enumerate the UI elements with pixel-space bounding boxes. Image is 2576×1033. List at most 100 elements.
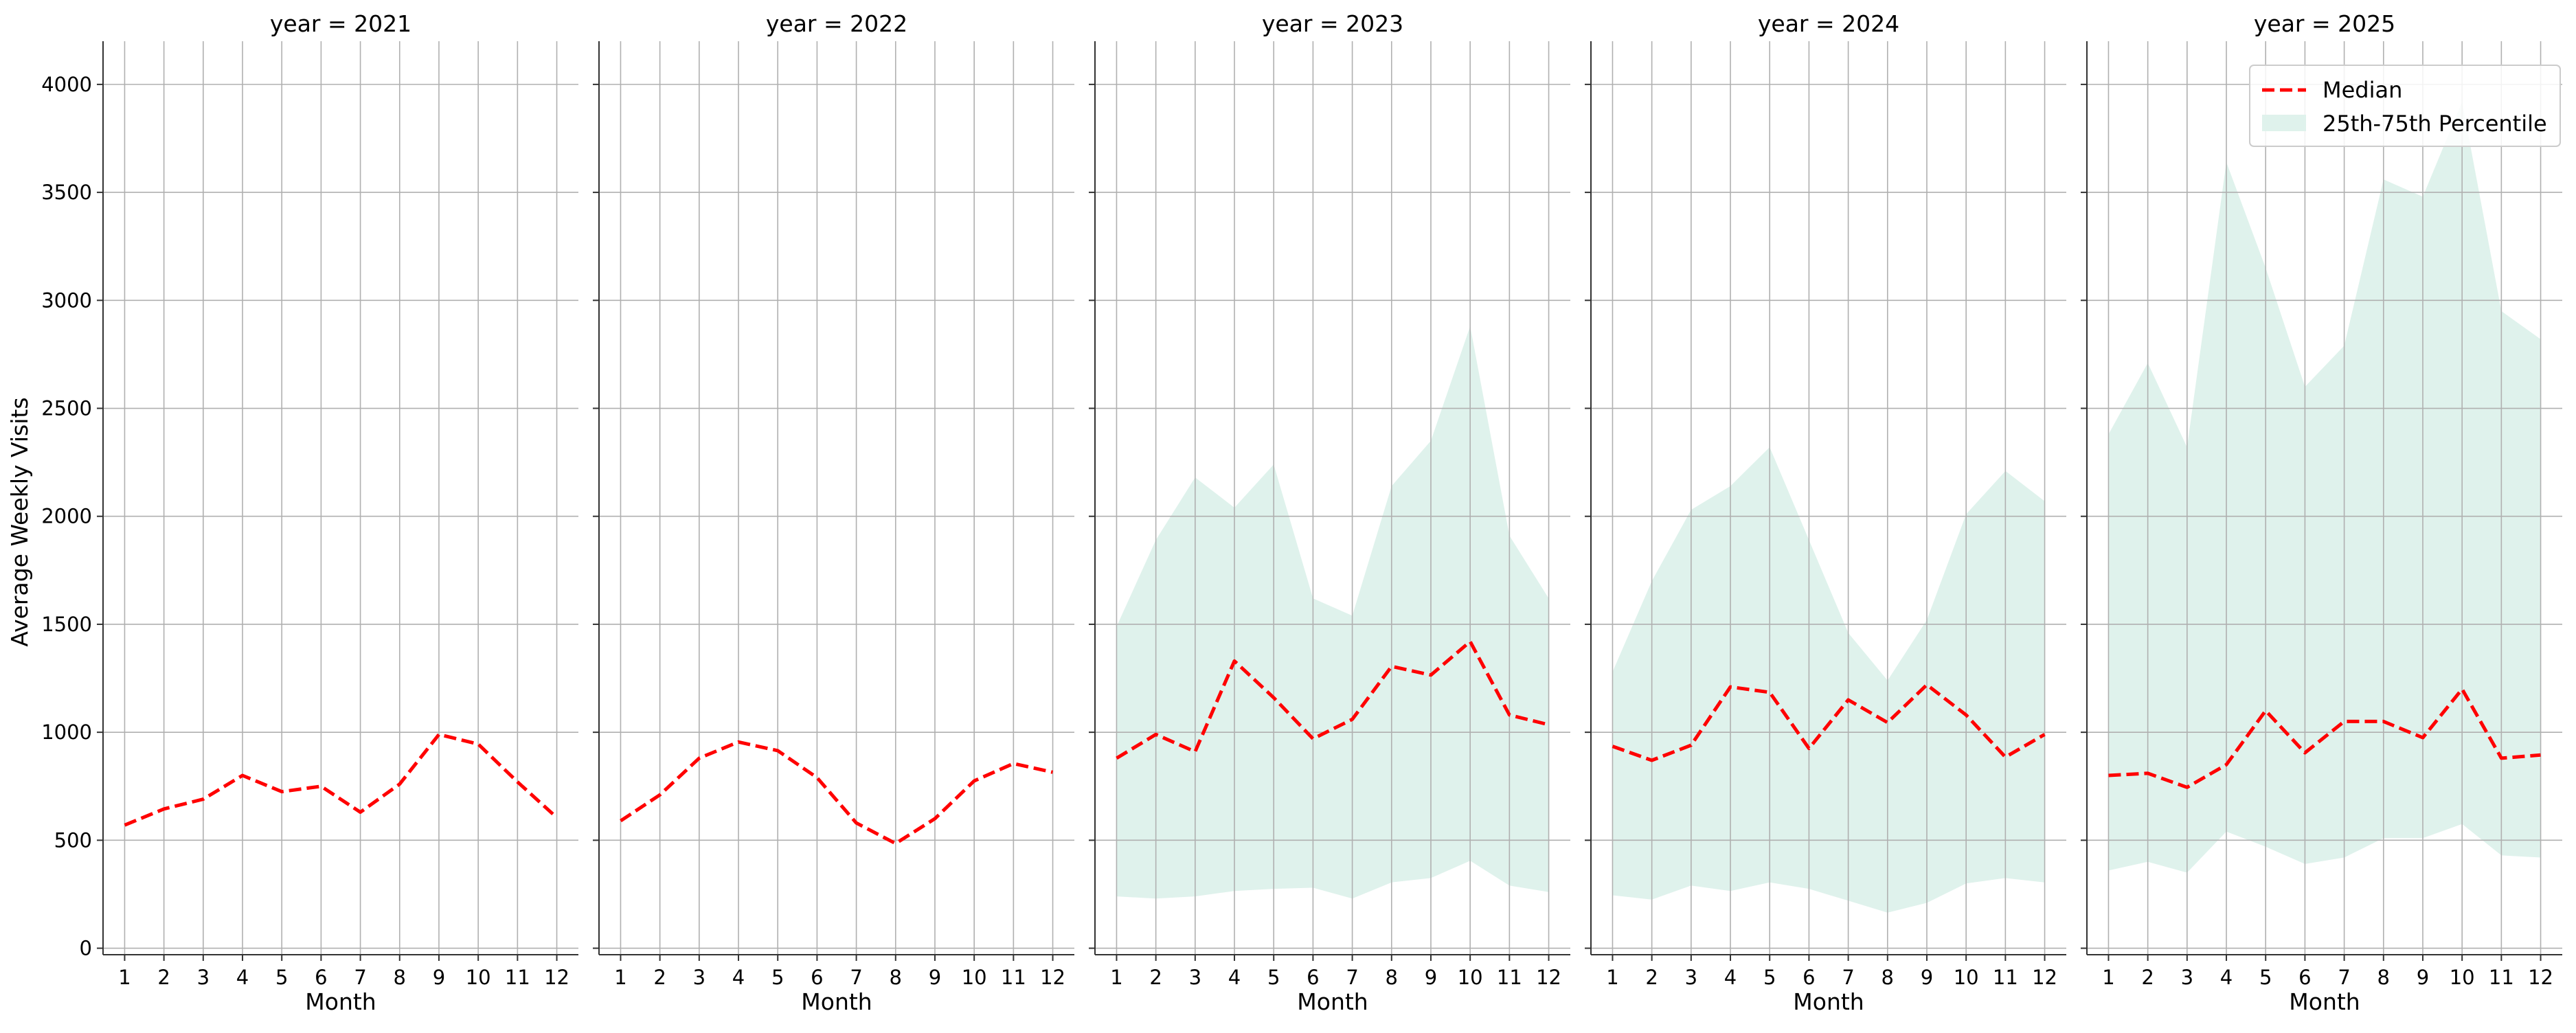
x-tick-label: 2: [1645, 966, 1658, 989]
x-tick-label: 8: [2377, 966, 2390, 989]
x-tick-label: 3: [1189, 966, 1201, 989]
x-tick-label: 10: [2450, 966, 2475, 989]
percentile-band: [2108, 102, 2541, 873]
panel-title: year = 2023: [1262, 10, 1403, 37]
x-tick-label: 8: [1386, 966, 1398, 989]
median-line: [1612, 683, 2046, 762]
x-tick-label: 4: [236, 966, 249, 989]
x-tick-label: 4: [2220, 966, 2233, 989]
x-tick-label: 5: [1763, 966, 1776, 989]
x-tick-label: 12: [1536, 966, 1561, 989]
x-tick-label: 11: [2489, 966, 2514, 989]
panel-title: year = 2024: [1758, 10, 1899, 37]
x-tick-label: 3: [197, 966, 210, 989]
x-tick-label: 12: [544, 966, 569, 989]
x-tick-label: 10: [1458, 966, 1483, 989]
x-tick-label: 9: [929, 966, 941, 989]
median-line: [2108, 687, 2541, 789]
x-axis-label: Month: [1793, 988, 1864, 1015]
panel-1: 1 2 3 4 5 6 7 8 9 10 11 120500100015002000250030003…: [41, 10, 578, 1015]
legend: Median 25th-75th Percentile: [2249, 65, 2561, 147]
x-tick-label: 2: [1149, 966, 1162, 989]
x-tick-label: 6: [1803, 966, 1815, 989]
x-tick-label: 1: [614, 966, 626, 989]
x-tick-label: 12: [2528, 966, 2553, 989]
x-axis-label: Month: [1297, 988, 1368, 1015]
y-tick-label: 0: [80, 937, 92, 960]
x-tick-label: 3: [693, 966, 705, 989]
x-tick-label: 7: [2338, 966, 2350, 989]
x-tick-label: 4: [1228, 966, 1241, 989]
x-tick-label: 6: [811, 966, 823, 989]
x-tick-label: 5: [1267, 966, 1280, 989]
x-tick-label: 2: [2141, 966, 2154, 989]
x-tick-label: 6: [315, 966, 327, 989]
panel-title: year = 2021: [270, 10, 411, 37]
panel-title: year = 2022: [766, 10, 907, 37]
x-tick-label: 10: [466, 966, 491, 989]
x-tick-label: 10: [962, 966, 987, 989]
x-tick-label: 9: [433, 966, 445, 989]
x-tick-label: 5: [275, 966, 288, 989]
x-axis-label: Month: [801, 988, 872, 1015]
x-tick-label: 8: [890, 966, 902, 989]
y-tick-label: 3000: [41, 288, 92, 312]
median-line: [620, 740, 1054, 845]
x-tick-label: 1: [118, 966, 131, 989]
x-tick-label: 7: [1346, 966, 1358, 989]
x-tick-label: 11: [505, 966, 530, 989]
panels-group: 1 2 3 4 5 6 7 8 9 10 11 120500100015002000250030003…: [41, 10, 2562, 1015]
x-tick-label: 7: [354, 966, 366, 989]
legend-box: [2249, 65, 2561, 147]
x-tick-label: 10: [1954, 966, 1979, 989]
legend-band-label: 25th-75th Percentile: [2323, 111, 2547, 137]
percentile-band: [1116, 326, 1549, 899]
y-axis-label: Average Weekly Visits: [6, 397, 33, 646]
x-tick-label: 9: [1921, 966, 1933, 989]
x-tick-label: 6: [1307, 966, 1319, 989]
x-tick-label: 11: [1497, 966, 1522, 989]
median-line: [1116, 639, 1550, 760]
y-tick-label: 1000: [41, 720, 92, 744]
x-tick-label: 12: [2032, 966, 2057, 989]
x-tick-label: 6: [2298, 966, 2311, 989]
x-tick-label: 9: [1425, 966, 1437, 989]
y-tick-label: 2500: [41, 397, 92, 420]
y-tick-label: 1500: [41, 613, 92, 636]
x-tick-label: 2: [653, 966, 666, 989]
x-tick-label: 7: [1842, 966, 1854, 989]
x-tick-label: 8: [394, 966, 406, 989]
panel-title: year = 2025: [2254, 10, 2395, 37]
x-tick-label: 1: [1606, 966, 1618, 989]
legend-median-label: Median: [2323, 77, 2402, 103]
x-tick-label: 11: [1001, 966, 1026, 989]
x-tick-label: 11: [1993, 966, 2018, 989]
percentile-band: [1612, 447, 2045, 913]
y-tick-label: 500: [54, 828, 92, 852]
x-tick-label: 3: [2181, 966, 2193, 989]
x-tick-label: 4: [732, 966, 745, 989]
x-tick-label: 5: [2259, 966, 2272, 989]
y-tick-label: 3500: [41, 181, 92, 204]
median-line: [124, 732, 558, 827]
x-tick-label: 3: [1685, 966, 1697, 989]
x-axis-label: Month: [305, 988, 376, 1015]
x-axis-label: Month: [2289, 988, 2360, 1015]
legend-band-swatch: [2262, 115, 2306, 131]
x-tick-label: 1: [1110, 966, 1122, 989]
x-tick-label: 8: [1882, 966, 1894, 989]
x-tick-label: 1: [2102, 966, 2114, 989]
y-tick-label: 4000: [41, 73, 92, 96]
x-tick-label: 4: [1724, 966, 1737, 989]
x-tick-label: 5: [771, 966, 784, 989]
x-tick-label: 12: [1040, 966, 1065, 989]
x-tick-label: 7: [850, 966, 862, 989]
x-tick-label: 2: [157, 966, 170, 989]
y-tick-label: 2000: [41, 505, 92, 528]
